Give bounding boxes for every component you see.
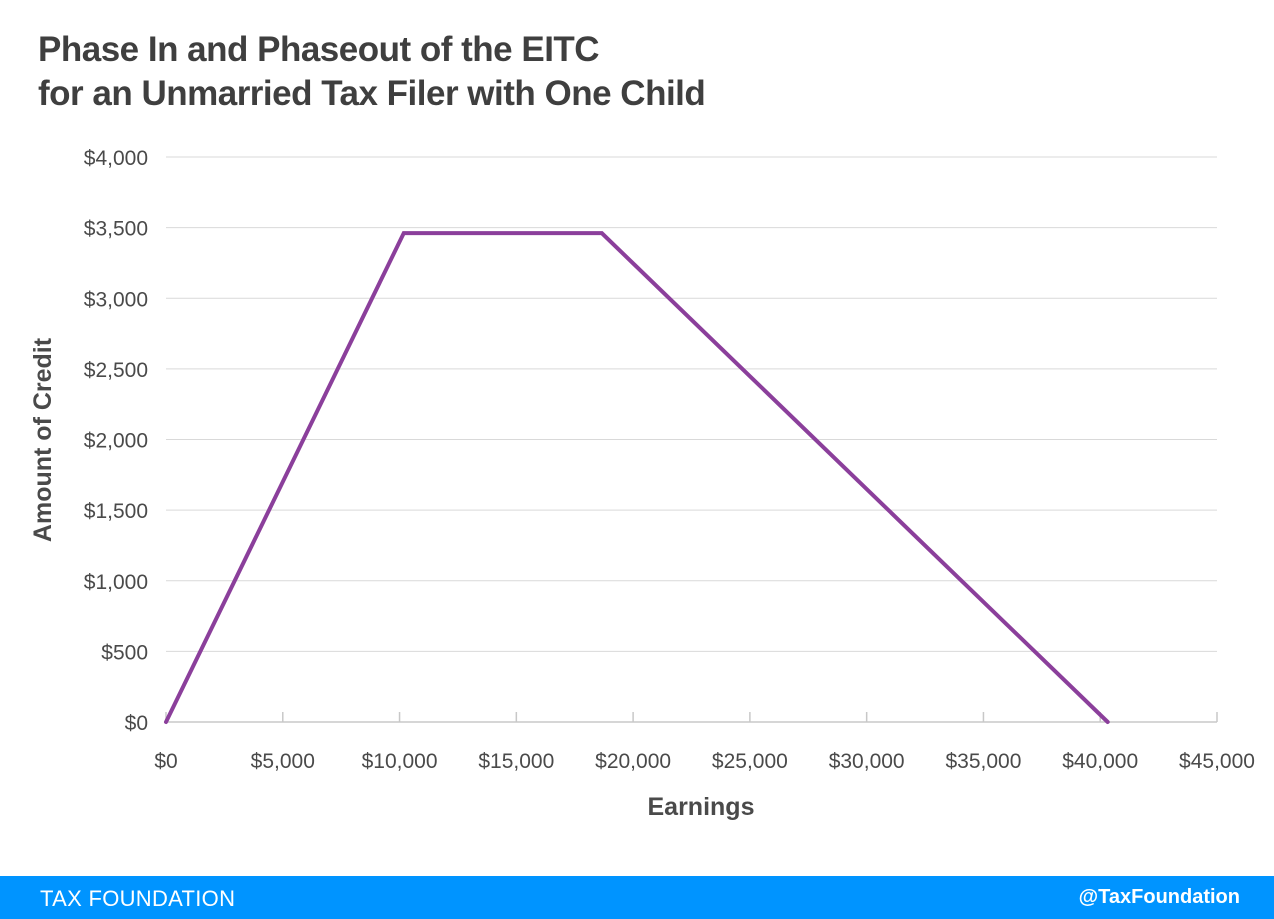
- x-tick-label: $35,000: [945, 750, 1021, 773]
- series-line-0: [164, 231, 1110, 724]
- chart-title-line-2: for an Unmarried Tax Filer with One Chil…: [38, 74, 706, 113]
- x-tick-label: $25,000: [712, 750, 788, 773]
- x-tick-labels: $0 $5,000 $10,000 $15,000 $20,000 $25,000 $30,…: [154, 750, 1255, 773]
- y-tick-labels: $0 $500 $1,000 $1,500 $2,000 $2,500 $3,000 $3,5…: [84, 147, 148, 735]
- y-tick-label: $3,500: [84, 218, 148, 241]
- x-axis: [165, 712, 1218, 723]
- footer-handle[interactable]: @TaxFoundation: [1078, 886, 1240, 908]
- y-tick-label: $2,000: [84, 430, 148, 453]
- y-tick-label: $4,000: [84, 147, 148, 170]
- y-tick-label: $0: [125, 712, 148, 735]
- x-tick-label: $20,000: [595, 750, 671, 773]
- x-tick-label: $30,000: [829, 750, 905, 773]
- x-tick-label: $45,000: [1179, 750, 1255, 773]
- footer-bar: TAX FOUNDATION @TaxFoundation: [0, 876, 1274, 919]
- footer-brand: TAX FOUNDATION: [40, 886, 236, 911]
- chart-title-line-1: Phase In and Phaseout of the EITC: [38, 30, 600, 69]
- x-axis-label: Earnings: [648, 793, 755, 821]
- x-tick-label: $5,000: [251, 750, 315, 773]
- x-tick-label: $40,000: [1062, 750, 1138, 773]
- y-tick-label: $2,500: [84, 359, 148, 382]
- x-tick-label: $15,000: [478, 750, 554, 773]
- y-tick-label: $3,000: [84, 288, 148, 311]
- y-tick-label: $1,500: [84, 500, 148, 523]
- y-tick-label: $500: [101, 641, 148, 664]
- y-axis-label: Amount of Credit: [29, 337, 57, 542]
- y-tick-label: $1,000: [84, 571, 148, 594]
- line-chart: $0 $500 $1,000 $1,500 $2,000 $2,500 $3,000 $3,5…: [29, 147, 1255, 821]
- grid-lines: [166, 156, 1217, 652]
- series-layer: [164, 231, 1110, 724]
- x-tick-label: $10,000: [362, 750, 438, 773]
- x-tick-label: $0: [154, 750, 177, 773]
- chart-title: Phase In and Phaseout of the EITC for an…: [38, 28, 706, 116]
